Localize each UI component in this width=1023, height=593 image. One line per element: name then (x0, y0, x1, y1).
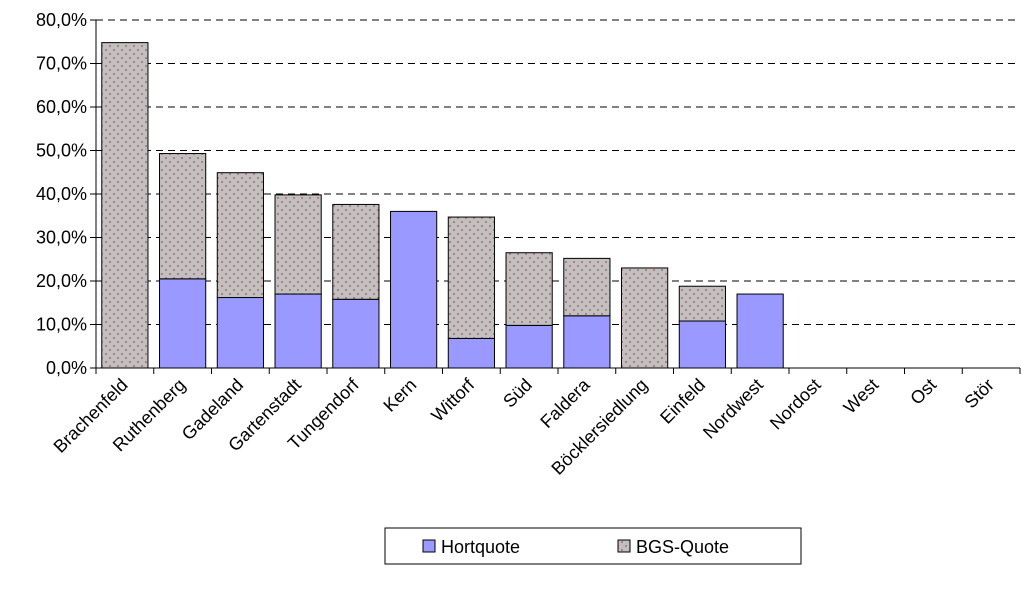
bar-hortquote (216, 297, 264, 369)
bar-hortquote (736, 293, 784, 369)
bar-bgs-quote (274, 194, 322, 295)
legend-box (384, 527, 802, 565)
x-tick-label: Nordost (766, 375, 825, 434)
y-tick-label: 20,0% (36, 271, 87, 291)
gridlines (96, 19, 1020, 325)
legend-swatch-bgs-quote (617, 539, 631, 553)
y-tick-label: 40,0% (36, 184, 87, 204)
y-tick-label: 70,0% (36, 54, 87, 74)
axes (95, 20, 1021, 374)
bar-hortquote (332, 298, 380, 369)
x-tick-label: Süd (499, 375, 536, 412)
x-tick-label: Faldera (536, 374, 594, 432)
bar-hortquote (159, 278, 207, 369)
bar-hortquote (390, 210, 438, 369)
legend-label-bgs-quote: BGS-Quote (636, 537, 729, 557)
bar-hortquote (447, 337, 495, 369)
legend-label-hortquote: Hortquote (441, 537, 520, 557)
y-tick-label: 30,0% (36, 228, 87, 248)
x-tick-label: Einfeld (656, 375, 709, 428)
bar-hortquote (563, 315, 611, 369)
y-axis-ticks: 0,0% 10,0% 20,0% 30,0% 40,0% 50,0% 60,0% 70,0% 8… (36, 10, 96, 378)
bar-bgs-quote (101, 42, 149, 369)
y-tick-label: 0,0% (46, 358, 87, 378)
bar-bgs-quote (621, 267, 669, 369)
bar-bgs-quote (447, 216, 495, 339)
y-tick-label: 60,0% (36, 97, 87, 117)
bar-bgs-quote (332, 203, 380, 300)
y-tick-label: 50,0% (36, 141, 87, 161)
x-tick-label: Ost (906, 375, 940, 409)
bars (101, 42, 784, 369)
legend-swatch-hortquote (422, 539, 436, 553)
x-axis-labels: BrachenfeldRuthenbergGadelandGartenstadt… (50, 374, 998, 479)
bar-hortquote (505, 324, 553, 369)
bar-bgs-quote (505, 252, 553, 326)
x-tick-label: West (840, 375, 883, 418)
x-tick-label: Stör (960, 375, 997, 412)
bar-bgs-quote (678, 285, 726, 322)
x-tick-label: Wittorf (427, 374, 479, 426)
bar-bgs-quote (216, 172, 264, 299)
bar-hortquote (274, 293, 322, 369)
bar-hortquote (678, 320, 726, 369)
bar-bgs-quote (563, 257, 611, 317)
y-tick-label: 80,0% (36, 10, 87, 30)
legend: Hortquote BGS-Quote (384, 527, 802, 565)
x-tick-label: Kern (379, 375, 420, 416)
x-tick-label: Nordwest (699, 375, 767, 443)
bar-bgs-quote (159, 153, 207, 280)
y-tick-label: 10,0% (36, 315, 87, 335)
